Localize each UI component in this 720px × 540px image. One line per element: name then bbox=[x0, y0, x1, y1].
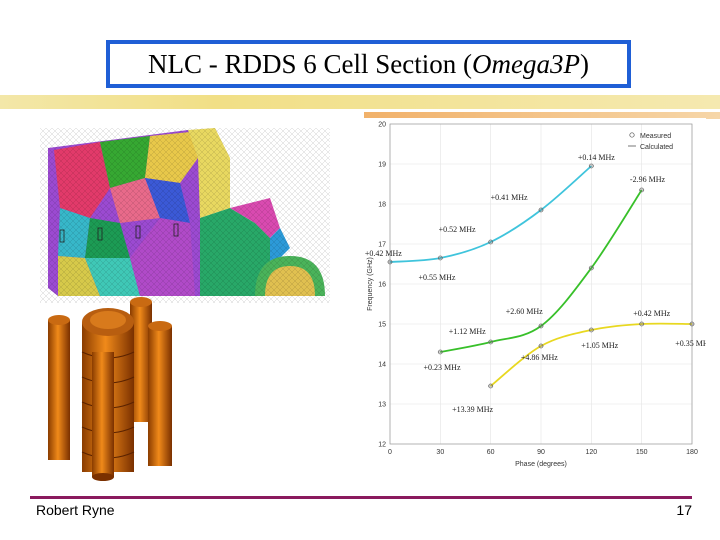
annotation-label: +1.12 MHz bbox=[449, 327, 486, 336]
decorative-band-top bbox=[0, 95, 720, 109]
y-tick-label: 12 bbox=[378, 442, 386, 449]
annotation-label: +0.35 MHz bbox=[675, 339, 706, 348]
y-tick-label: 18 bbox=[378, 202, 386, 209]
tube-left bbox=[48, 315, 70, 460]
disk-loaded-structure-image bbox=[48, 297, 172, 481]
title-prefix: NLC - RDDS 6 Cell Section ( bbox=[148, 48, 472, 79]
page-number: 17 bbox=[676, 502, 692, 518]
annotation-label: +0.55 MHz bbox=[419, 273, 456, 282]
author-name: Robert Ryne bbox=[36, 502, 115, 518]
annotation-label: +2.60 MHz bbox=[506, 307, 543, 316]
chart-annotations: +0.14 MHz -2.96 MHz +0.41 MHz +0.52 MHz +0.4… bbox=[365, 153, 706, 414]
y-tick-label: 20 bbox=[378, 122, 386, 129]
legend-measured-marker bbox=[629, 132, 635, 138]
annotation-label: +13.39 MHz bbox=[452, 405, 493, 414]
annotation-label: +0.14 MHz bbox=[578, 153, 615, 162]
legend: Measured Calculated bbox=[628, 132, 673, 151]
footer-divider bbox=[30, 496, 692, 499]
annotation-label: -2.96 MHz bbox=[630, 175, 666, 184]
y-tick-label: 16 bbox=[378, 282, 386, 289]
tube-back bbox=[130, 297, 152, 422]
slide-title-text: NLC - RDDS 6 Cell Section (Omega3P) bbox=[148, 49, 589, 80]
y-tick-label: 14 bbox=[378, 362, 386, 369]
x-tick-label: 0 bbox=[388, 449, 392, 456]
x-tick-label: 150 bbox=[636, 449, 648, 456]
plot-frame bbox=[389, 123, 693, 445]
annotation-label: +1.05 MHz bbox=[581, 341, 618, 350]
title-suffix: ) bbox=[579, 48, 589, 79]
annotation-label: +0.42 MHz bbox=[365, 249, 402, 258]
x-tick-label: 120 bbox=[585, 449, 597, 456]
legend-calculated: Calculated bbox=[640, 144, 673, 151]
x-tick-label: 60 bbox=[487, 449, 495, 456]
y-axis-label: Frequency (GHz) bbox=[367, 257, 374, 311]
frequency-phase-chart: 12 13 14 15 16 17 18 19 20 0 30 60 90 120 150 180 +0.14… bbox=[362, 118, 706, 476]
annotation-label: +0.42 MHz bbox=[633, 309, 670, 318]
tube-right bbox=[148, 321, 172, 466]
chart-background bbox=[362, 118, 706, 476]
y-tick-label: 17 bbox=[378, 242, 386, 249]
annotation-label: +0.23 MHz bbox=[424, 363, 461, 372]
title-italic: Omega3P bbox=[472, 48, 580, 79]
slide-title: NLC - RDDS 6 Cell Section (Omega3P) bbox=[106, 40, 631, 88]
x-tick-label: 30 bbox=[436, 449, 444, 456]
annotation-label: +0.41 MHz bbox=[491, 193, 528, 202]
annotation-label: +0.52 MHz bbox=[439, 225, 476, 234]
tube-front bbox=[92, 352, 114, 481]
center-stack bbox=[81, 308, 135, 472]
x-axis-label: Phase (degrees) bbox=[515, 461, 567, 468]
chart-ticks: 12 13 14 15 16 17 18 19 20 0 30 60 90 120 150 180 bbox=[378, 122, 698, 457]
series-line-2 bbox=[440, 189, 643, 353]
x-tick-label: 90 bbox=[537, 449, 545, 456]
y-tick-label: 19 bbox=[378, 162, 386, 169]
decorative-band-orange bbox=[364, 112, 720, 119]
y-tick-label: 13 bbox=[378, 402, 386, 409]
mesh-structure-image bbox=[40, 128, 330, 303]
chart-series bbox=[387, 163, 695, 389]
legend-measured: Measured bbox=[640, 133, 671, 140]
annotation-label: +4.86 MHz bbox=[521, 353, 558, 362]
chart-axes bbox=[389, 123, 693, 445]
x-tick-label: 180 bbox=[686, 449, 698, 456]
y-tick-label: 15 bbox=[378, 322, 386, 329]
